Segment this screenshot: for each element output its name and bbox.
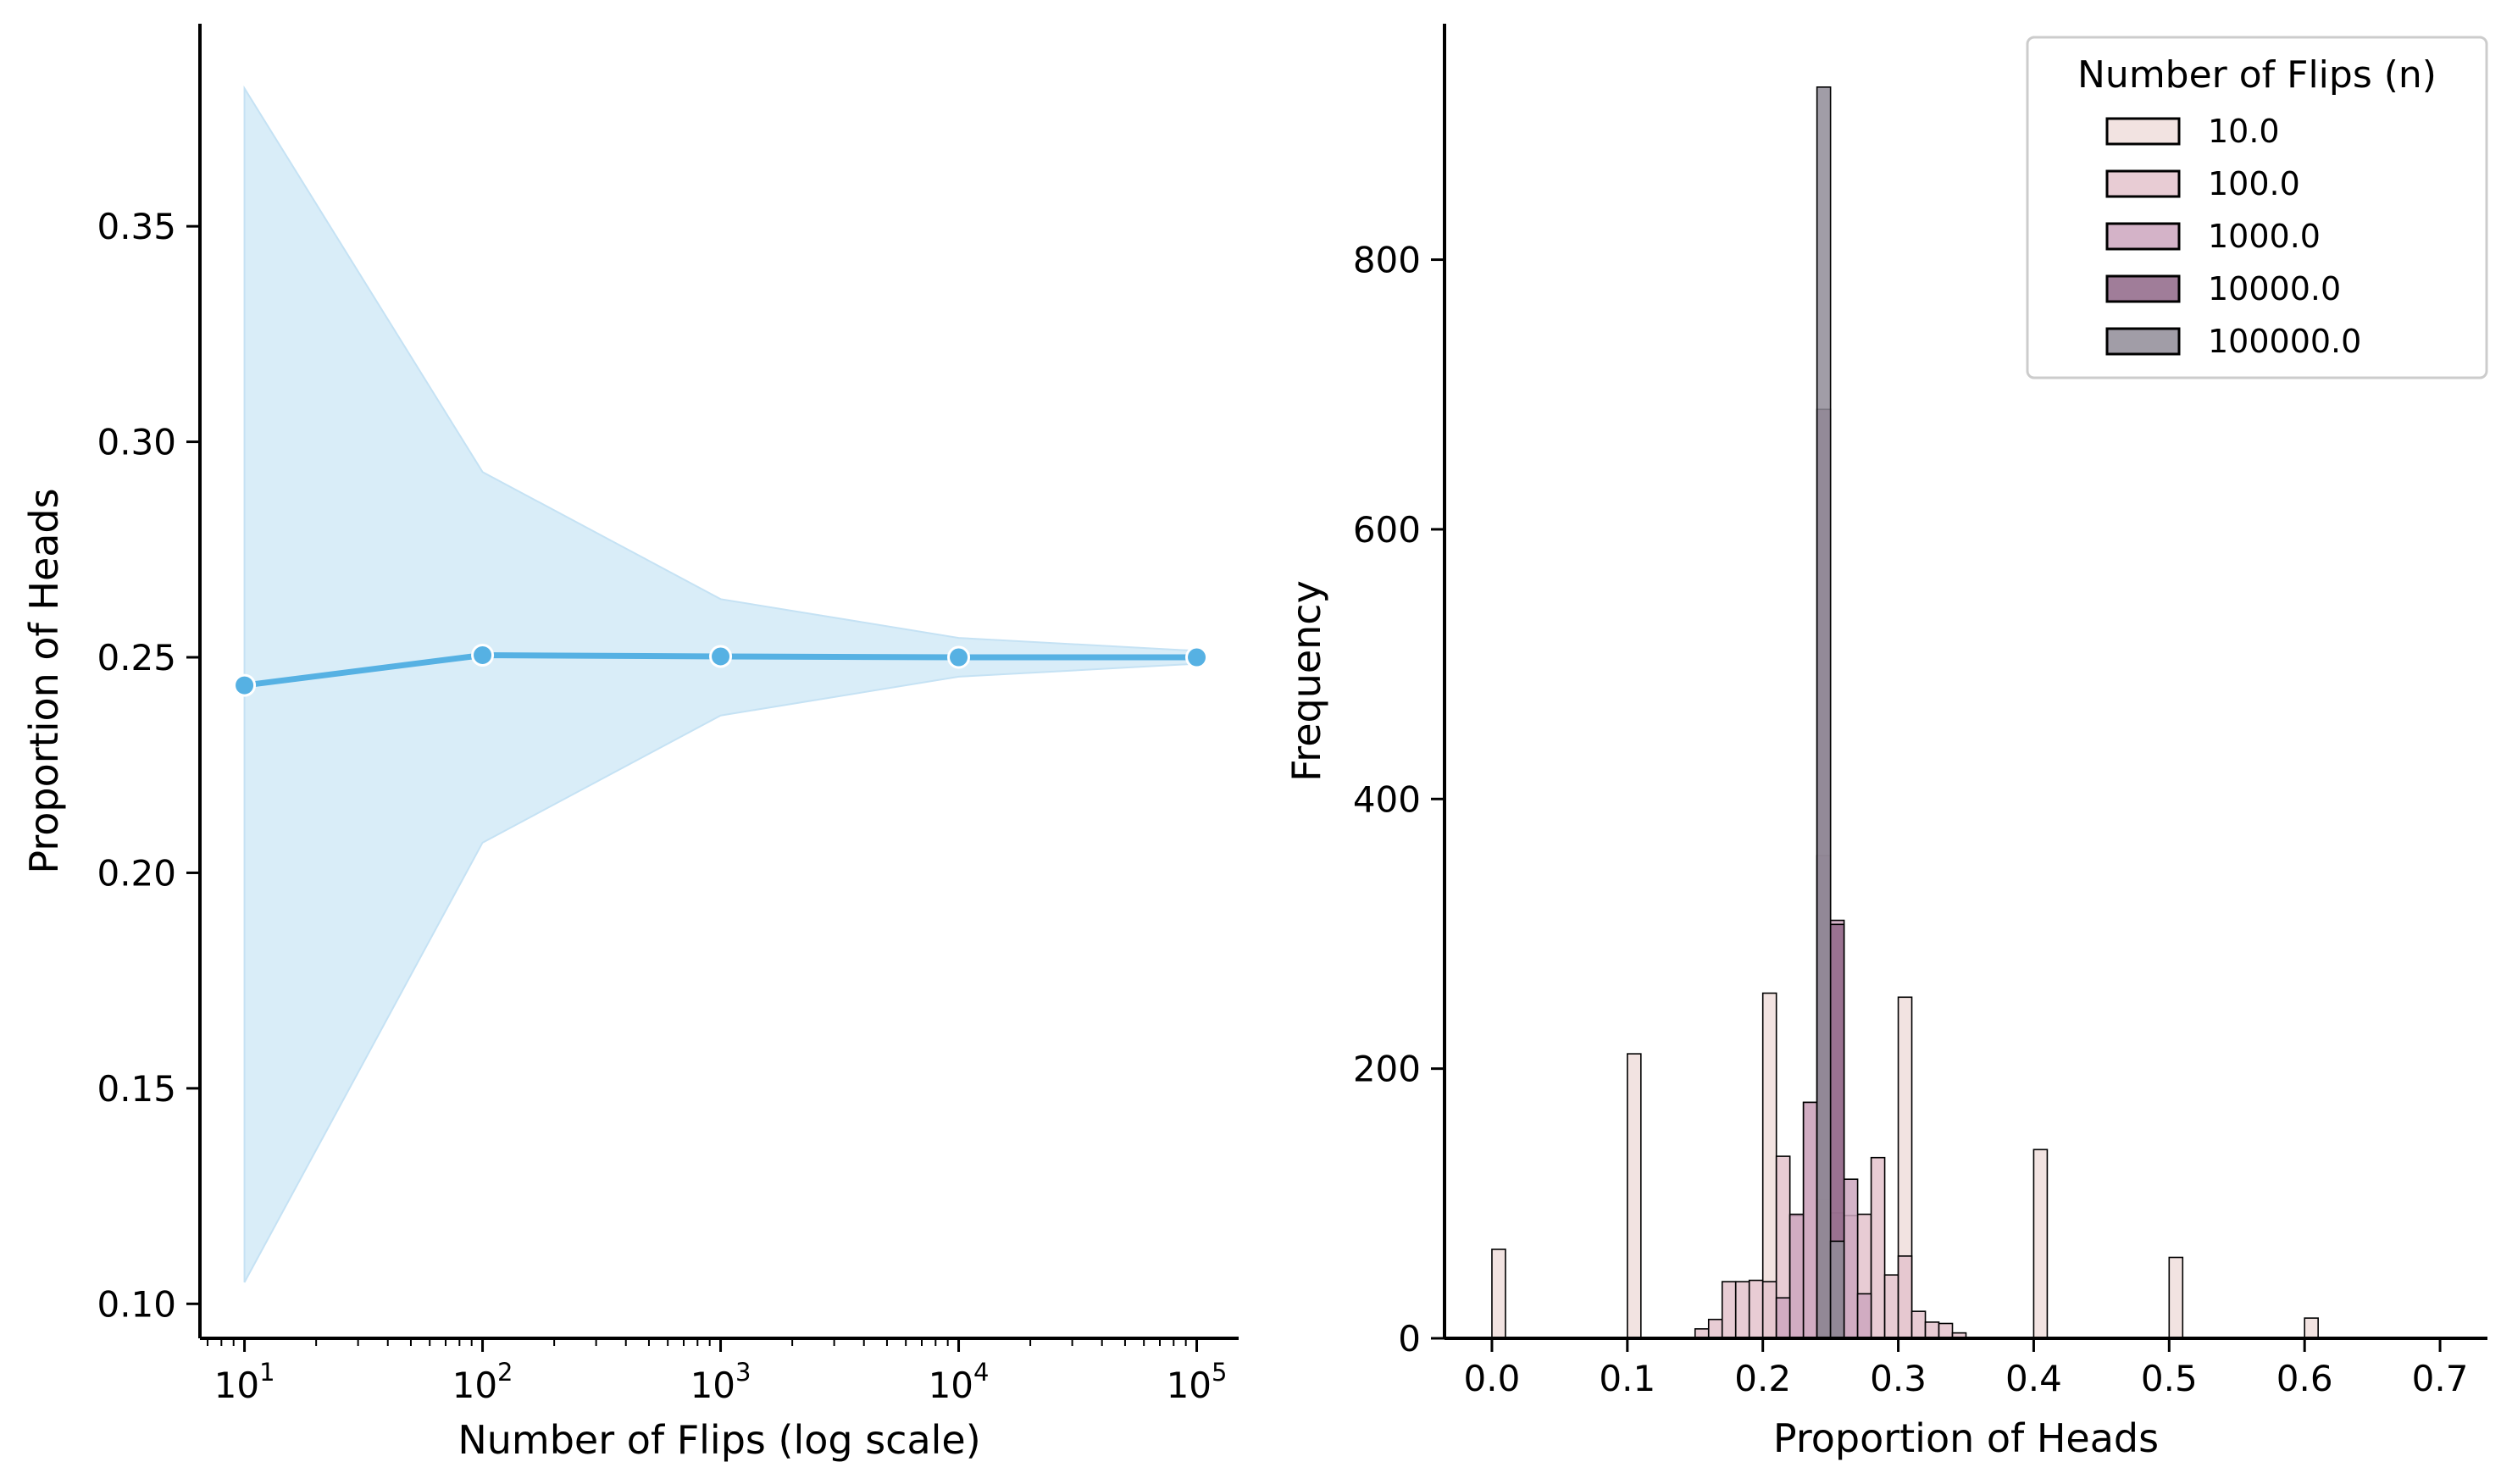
y-tick-label: 0.10 xyxy=(97,1283,176,1325)
y-tick-label: 600 xyxy=(1353,509,1421,551)
legend: Number of Flips (n) 10.0 100.0 1000.0 10000.… xyxy=(2026,36,2488,379)
x-tick-label-base: 10 xyxy=(452,1365,497,1406)
data-point xyxy=(709,645,733,668)
x-axis-label: Proportion of Heads xyxy=(1773,1415,2159,1461)
legend-label: 100.0 xyxy=(2208,165,2300,202)
x-tick-label-base: 10 xyxy=(214,1365,259,1406)
x-tick-label: 0.1 xyxy=(1599,1358,1655,1399)
histogram-bar xyxy=(1627,1053,1642,1339)
histogram-bar xyxy=(1761,1281,1777,1339)
x-tick-label: 0.0 xyxy=(1464,1358,1521,1399)
legend-swatch xyxy=(2105,169,2181,198)
histogram-bar xyxy=(1829,1240,1845,1339)
legend-title: Number of Flips (n) xyxy=(2077,53,2437,97)
series-10.0 xyxy=(1491,992,2319,1339)
histogram-bar xyxy=(1924,1321,1940,1339)
legend-swatch xyxy=(2105,274,2181,303)
confidence-band xyxy=(243,85,1198,1283)
x-tick-label: 103 xyxy=(690,1358,751,1406)
data-point xyxy=(947,645,971,669)
x-tick-label-base: 10 xyxy=(1167,1365,1212,1406)
x-tick-label-exponent: 3 xyxy=(735,1358,751,1387)
histogram-bar xyxy=(1910,1310,1927,1339)
histogram-panel: 0 200 400 600 800 0.0 0.1 0.2 0.3 0.4 0.5 0.6 0.7 Pro… xyxy=(1284,24,2488,1461)
legend-label: 1000.0 xyxy=(2208,218,2321,255)
y-tick-label: 800 xyxy=(1353,240,1421,281)
y-tick-label: 0 xyxy=(1398,1318,1421,1359)
histogram-bar xyxy=(1870,1156,1886,1339)
y-tick-label: 0.25 xyxy=(97,637,176,678)
histogram-bar xyxy=(1897,1255,1913,1339)
histogram-bar xyxy=(1734,1281,1750,1339)
x-tick-label: 0.5 xyxy=(2141,1358,2198,1399)
x-tick-label: 101 xyxy=(214,1358,275,1406)
legend-label: 10000.0 xyxy=(2208,270,2341,307)
y-tick-label: 0.35 xyxy=(97,206,176,247)
histogram-bar xyxy=(1748,1279,1764,1339)
x-tick-label-exponent: 1 xyxy=(259,1358,274,1387)
x-tick-label: 0.4 xyxy=(2005,1358,2062,1399)
x-tick-label: 102 xyxy=(452,1358,513,1406)
histogram-bar xyxy=(1843,1178,1859,1339)
y-tick-label: 400 xyxy=(1353,778,1421,820)
x-tick-label-exponent: 4 xyxy=(973,1358,989,1387)
legend-swatch xyxy=(2105,117,2181,146)
x-tick-label: 0.7 xyxy=(2412,1358,2469,1399)
histogram-bar xyxy=(1707,1318,1723,1339)
data-point xyxy=(471,643,495,667)
data-point xyxy=(1185,645,1209,669)
x-tick-label: 0.2 xyxy=(1734,1358,1791,1399)
legend-label: 100000.0 xyxy=(2208,323,2361,360)
histogram-bar xyxy=(1788,1213,1805,1339)
y-axis-label: Proportion of Heads xyxy=(21,488,67,873)
y-tick-label: 0.30 xyxy=(97,422,176,463)
y-tick-label: 0.15 xyxy=(97,1068,176,1110)
data-point xyxy=(233,673,257,697)
histogram-bar xyxy=(1775,1297,1791,1339)
y-tick-label: 0.20 xyxy=(97,852,176,894)
x-tick-label: 105 xyxy=(1167,1358,1228,1406)
x-axis-label: Number of Flips (log scale) xyxy=(458,1417,980,1463)
x-tick-label: 0.6 xyxy=(2276,1358,2333,1399)
y-axis-label: Frequency xyxy=(1284,580,1329,782)
histogram-bar xyxy=(1938,1322,1954,1339)
legend-swatch xyxy=(2105,222,2181,251)
x-tick-label-exponent: 5 xyxy=(1212,1358,1227,1387)
legend-swatch xyxy=(2105,327,2181,356)
series-100000.0 xyxy=(1816,86,1845,1339)
y-tick-label: 200 xyxy=(1353,1049,1421,1090)
histogram-bar xyxy=(2304,1317,2319,1339)
x-tick-label: 0.3 xyxy=(1870,1358,1927,1399)
histogram-bar xyxy=(2168,1256,2184,1339)
histogram-bar xyxy=(1802,1101,1818,1339)
legend-label: 10.0 xyxy=(2208,113,2280,150)
x-tick-label: 104 xyxy=(929,1358,990,1406)
histogram-bar xyxy=(2032,1149,2049,1339)
histogram-bar xyxy=(1883,1274,1899,1339)
histogram-bar xyxy=(1856,1293,1872,1339)
x-tick-label-base: 10 xyxy=(929,1365,973,1406)
histogram-bar xyxy=(1491,1249,1506,1339)
x-tick-label-base: 10 xyxy=(690,1365,735,1406)
histogram-bar xyxy=(1721,1281,1737,1339)
x-tick-label-exponent: 2 xyxy=(497,1358,513,1387)
histogram-bar xyxy=(1816,86,1832,1339)
